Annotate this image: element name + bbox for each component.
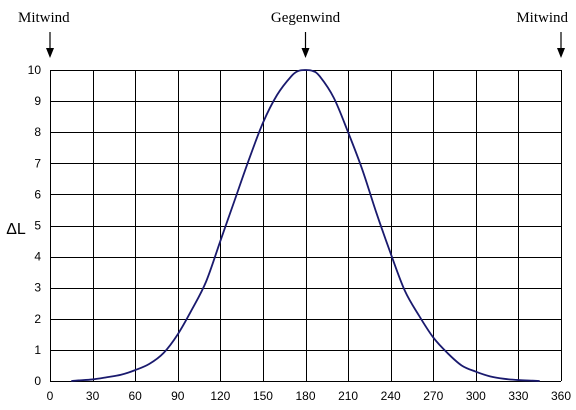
annotations: Mitwind Gegenwind Mitwind bbox=[18, 10, 568, 58]
annotation-label: Gegenwind bbox=[271, 10, 341, 26]
x-tick-label: 30 bbox=[86, 389, 100, 403]
x-tick-label: 330 bbox=[508, 389, 528, 403]
y-tick-label: 8 bbox=[34, 125, 41, 139]
y-tick-label: 1 bbox=[34, 343, 41, 357]
x-tick-labels: 0 30 60 90 120 150 180 210 240 270 300 330 360 bbox=[47, 389, 572, 403]
y-tick-label: 9 bbox=[34, 94, 41, 108]
y-axis-label: ΔL bbox=[6, 221, 26, 238]
x-tick-label: 120 bbox=[210, 389, 230, 403]
y-tick-label: 7 bbox=[34, 156, 41, 170]
x-tick-label: 0 bbox=[47, 389, 54, 403]
y-tick-label: 3 bbox=[34, 281, 41, 295]
arrow-down-icon bbox=[46, 48, 54, 58]
y-tick-label: 6 bbox=[34, 187, 41, 201]
y-tick-labels: 0 1 2 3 4 5 6 7 8 9 10 bbox=[28, 63, 42, 388]
grid bbox=[50, 70, 562, 382]
y-tick-label: 10 bbox=[28, 63, 42, 77]
x-tick-label: 180 bbox=[295, 389, 315, 403]
y-tick-label: 5 bbox=[34, 219, 41, 233]
x-tick-label: 90 bbox=[171, 389, 185, 403]
x-tick-label: 240 bbox=[381, 389, 401, 403]
y-tick-label: 4 bbox=[34, 250, 41, 264]
x-tick-label: 270 bbox=[423, 389, 443, 403]
y-tick-label: 2 bbox=[34, 312, 41, 326]
annotation-label: Mitwind bbox=[516, 10, 568, 26]
x-tick-label: 150 bbox=[253, 389, 273, 403]
arrow-down-icon bbox=[557, 48, 565, 58]
x-tick-label: 210 bbox=[338, 389, 358, 403]
x-tick-label: 300 bbox=[466, 389, 486, 403]
x-tick-label: 60 bbox=[128, 389, 142, 403]
series-line bbox=[71, 69, 540, 382]
annotation-label: Mitwind bbox=[18, 10, 70, 26]
y-tick-label: 0 bbox=[34, 374, 41, 388]
x-tick-label: 360 bbox=[551, 389, 571, 403]
arrow-down-icon bbox=[301, 48, 310, 58]
